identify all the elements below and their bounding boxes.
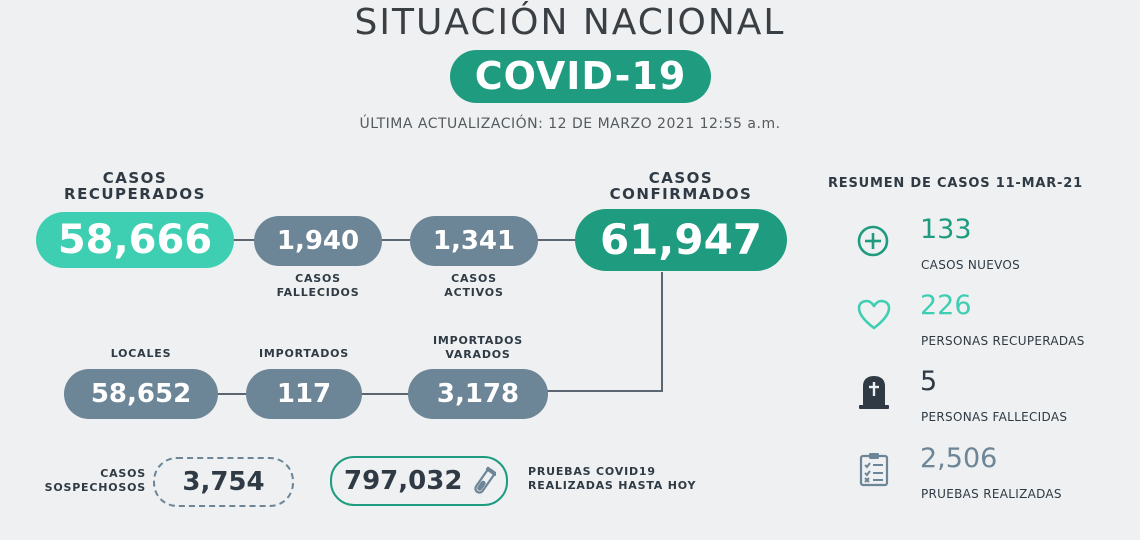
sospechosos-label-line1: CASOS bbox=[100, 467, 146, 480]
fallecidos-label: CASOS FALLECIDOS bbox=[254, 272, 382, 300]
confirmados-label: CASOS CONFIRMADOS bbox=[575, 170, 787, 202]
activos-value: 1,341 bbox=[410, 216, 538, 266]
varados-label-line1: IMPORTADOS bbox=[433, 334, 523, 347]
varados-label: IMPORTADOS VARADOS bbox=[408, 334, 548, 362]
page-title: SITUACIÓN NACIONAL bbox=[354, 2, 786, 43]
summary-value: 5 bbox=[920, 366, 938, 397]
confirmados-label-line1: CASOS bbox=[648, 169, 714, 187]
locales-label: LOCALES bbox=[110, 347, 172, 360]
sospechosos-value: 3,754 bbox=[153, 457, 294, 507]
heart-icon bbox=[856, 298, 892, 336]
importados-value: 117 bbox=[246, 369, 362, 419]
test-tube-icon bbox=[472, 466, 498, 502]
fallecidos-value: 1,940 bbox=[254, 216, 382, 266]
activos-label-line2: ACTIVOS bbox=[444, 286, 504, 299]
fallecidos-label-line2: FALLECIDOS bbox=[276, 286, 360, 299]
activos-label: CASOS ACTIVOS bbox=[410, 272, 538, 300]
importados-label: IMPORTADOS bbox=[259, 347, 349, 360]
summary-label: PERSONAS RECUPERADAS bbox=[921, 334, 1085, 348]
sospechosos-label-line2: SOSPECHOSOS bbox=[44, 481, 146, 494]
sospechosos-label: CASOS SOSPECHOSOS bbox=[30, 467, 146, 495]
summary-value: 133 bbox=[920, 214, 972, 245]
plus-circle-icon bbox=[856, 224, 890, 262]
connector-line bbox=[546, 390, 663, 392]
summary-heading: RESUMEN DE CASOS 11-MAR-21 bbox=[828, 176, 1083, 191]
activos-label-line1: CASOS bbox=[451, 272, 497, 285]
recuperados-label-line2: RECUPERADOS bbox=[64, 185, 206, 203]
pruebas-label: PRUEBAS COVID19 REALIZADAS HASTA HOY bbox=[528, 465, 728, 493]
recuperados-value: 58,666 bbox=[36, 212, 234, 268]
confirmados-value: 61,947 bbox=[575, 209, 787, 271]
confirmados-label-line2: CONFIRMADOS bbox=[609, 185, 753, 203]
tombstone-icon bbox=[857, 374, 891, 414]
pruebas-box: 797,032 bbox=[330, 456, 508, 506]
covid-badge: COVID-19 bbox=[450, 50, 711, 103]
connector-line bbox=[661, 272, 663, 392]
pruebas-label-line2: REALIZADAS HASTA HOY bbox=[528, 479, 697, 492]
summary-label: PRUEBAS REALIZADAS bbox=[921, 487, 1062, 501]
summary-value: 226 bbox=[920, 290, 972, 321]
pruebas-label-line1: PRUEBAS COVID19 bbox=[528, 465, 656, 478]
fallecidos-label-line1: CASOS bbox=[295, 272, 341, 285]
varados-value: 3,178 bbox=[408, 369, 548, 419]
summary-label: PERSONAS FALLECIDAS bbox=[921, 410, 1068, 424]
pruebas-value: 797,032 bbox=[344, 466, 463, 496]
last-updated: ÚLTIMA ACTUALIZACIÓN: 12 DE MARZO 2021 1… bbox=[359, 116, 781, 132]
connector-line bbox=[232, 239, 256, 241]
clipboard-checklist-icon bbox=[858, 451, 890, 491]
recuperados-label: CASOS RECUPERADOS bbox=[36, 170, 234, 202]
summary-label: CASOS NUEVOS bbox=[921, 258, 1021, 272]
recuperados-label-line1: CASOS bbox=[102, 169, 168, 187]
connector-line bbox=[360, 393, 410, 395]
locales-value: 58,652 bbox=[64, 369, 218, 419]
connector-line bbox=[218, 393, 246, 395]
connector-line bbox=[380, 239, 412, 241]
varados-label-line2: VARADOS bbox=[445, 348, 511, 361]
summary-value: 2,506 bbox=[920, 443, 998, 474]
connector-line bbox=[536, 239, 578, 241]
